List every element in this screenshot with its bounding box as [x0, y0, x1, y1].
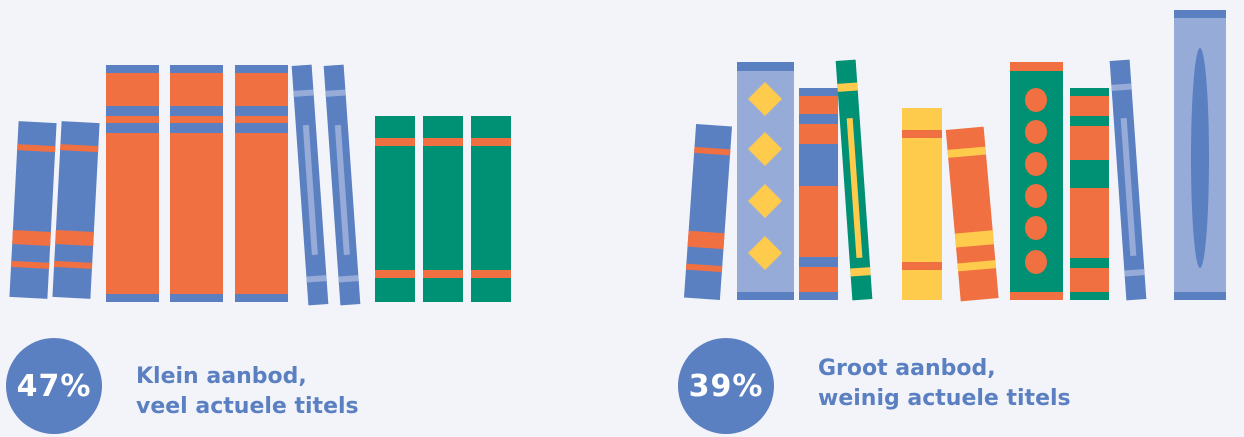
caption-line-1: Groot aanbod, — [818, 356, 996, 381]
book-blue-tilted-2 — [52, 121, 100, 299]
book-green-3 — [471, 116, 511, 302]
stat-caption: Klein aanbod, veel actuele titels — [136, 362, 359, 422]
book-blue-thin — [1109, 59, 1147, 301]
percentage-badge: 39% — [678, 338, 774, 434]
book-diamonds — [737, 62, 794, 300]
book-green-2 — [423, 116, 463, 302]
book-blue-thin-2 — [323, 64, 361, 306]
book-green-dots — [1010, 62, 1063, 300]
stat-caption: Groot aanbod, weinig actuele titels — [818, 354, 1071, 414]
caption-line-1: Klein aanbod, — [136, 364, 307, 389]
large-collection-bookshelf-illustration — [683, 10, 1226, 302]
book-orange-3 — [235, 65, 288, 302]
book-green-thin — [835, 59, 873, 301]
book-orange-striped — [799, 88, 838, 300]
small-collection-bookshelf-illustration — [9, 64, 511, 306]
book-blue-tilted — [683, 123, 733, 301]
book-blue-thin-1 — [291, 64, 329, 306]
caption-line-2: veel actuele titels — [136, 394, 359, 419]
percentage-badge: 47% — [6, 338, 102, 434]
caption-line-2: weinig actuele titels — [818, 386, 1071, 411]
book-blue-tilted-1 — [9, 121, 57, 299]
book-orange-2 — [170, 65, 223, 302]
book-green-1 — [375, 116, 415, 302]
book-large-light-blue — [1174, 10, 1226, 300]
book-orange-tilted — [945, 126, 999, 302]
book-orange-green-striped — [1070, 88, 1109, 300]
book-yellow — [902, 108, 942, 300]
left-panel: 47% Klein aanbod, veel actuele titels — [6, 64, 511, 434]
right-panel: 39% Groot aanbod, weinig actuele titels — [622, 0, 1244, 437]
book-orange-1 — [106, 65, 159, 302]
